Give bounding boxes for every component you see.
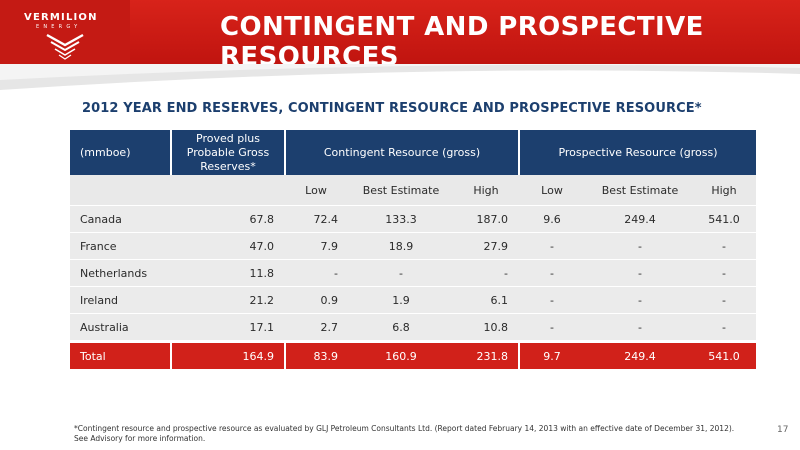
contingent-best-cell: - bbox=[399, 266, 403, 280]
contingent-best-cell: 1.9 bbox=[392, 293, 410, 307]
country-cell: Netherlands bbox=[80, 266, 148, 280]
total-reserves-cell: 164.9 bbox=[242, 349, 275, 363]
contingent-low-cell: 2.7 bbox=[320, 320, 339, 334]
contingent-high-cell: - bbox=[504, 266, 508, 280]
prospective-best-cell: 249.4 bbox=[624, 212, 656, 226]
contingent-header: Contingent Resource (gross) bbox=[323, 145, 481, 159]
table-row: Ireland 21.2 0.9 1.9 6.1 - - - bbox=[70, 286, 756, 313]
total-prospective-high-cell: 541.0 bbox=[708, 349, 740, 363]
prospective-header: Prospective Resource (gross) bbox=[558, 145, 718, 159]
subheader-cell: High bbox=[473, 183, 499, 197]
table-row: France 47.0 7.9 18.9 27.9 - - - bbox=[70, 232, 756, 259]
footnote-line: See Advisory for more information. bbox=[74, 434, 206, 443]
chevron-logo-icon bbox=[46, 33, 84, 60]
country-cell: France bbox=[80, 239, 117, 253]
contingent-best-cell: 6.8 bbox=[392, 320, 410, 334]
prospective-high-cell: 541.0 bbox=[708, 212, 740, 226]
table-row: Canada 67.8 72.4 133.3 187.0 9.6 249.4 5… bbox=[70, 205, 756, 232]
contingent-high-cell: 27.9 bbox=[483, 239, 509, 253]
subheader-cell: Best Estimate bbox=[362, 183, 440, 197]
prospective-high-cell: - bbox=[722, 320, 726, 334]
total-contingent-low-cell: 83.9 bbox=[313, 349, 339, 363]
reserves-cell: 47.0 bbox=[249, 239, 275, 253]
prospective-high-cell: - bbox=[722, 239, 726, 253]
page-title: CONTINGENT AND PROSPECTIVE RESOURCES bbox=[220, 12, 704, 72]
table-row: Netherlands 11.8 - - - - - - bbox=[70, 259, 756, 286]
contingent-high-cell: 6.1 bbox=[490, 293, 509, 307]
total-contingent-best-cell: 160.9 bbox=[385, 349, 417, 363]
prospective-low-cell: 9.6 bbox=[543, 212, 561, 226]
total-row: Total 164.9 83.9 160.9 231.8 9.7 249.4 5… bbox=[70, 343, 756, 369]
reserves-header: Proved plus Probable Gross Reserves* bbox=[186, 131, 270, 173]
prospective-high-cell: - bbox=[722, 266, 726, 280]
reserves-cell: 21.2 bbox=[249, 293, 275, 307]
prospective-low-cell: - bbox=[550, 320, 554, 334]
reserves-cell: 67.8 bbox=[249, 212, 275, 226]
footnote: *Contingent resource and prospective res… bbox=[74, 424, 754, 444]
subheader-cell: Low bbox=[305, 183, 327, 197]
title-bar: VERMILION ENERGY CONTINGENT AND PROSPECT… bbox=[0, 0, 800, 72]
reserves-cell: 11.8 bbox=[249, 266, 275, 280]
total-contingent-high-cell: 231.8 bbox=[476, 349, 509, 363]
contingent-high-cell: 10.8 bbox=[483, 320, 509, 334]
contingent-high-cell: 187.0 bbox=[476, 212, 509, 226]
prospective-low-cell: - bbox=[550, 239, 554, 253]
contingent-low-cell: 72.4 bbox=[313, 212, 339, 226]
prospective-low-cell: - bbox=[550, 266, 554, 280]
unit-header: (mmboe) bbox=[80, 145, 131, 159]
prospective-low-cell: - bbox=[550, 293, 554, 307]
subheader-cell: High bbox=[711, 183, 737, 197]
reserves-cell: 17.1 bbox=[249, 320, 275, 334]
subheader-cell: Low bbox=[541, 183, 563, 197]
subheader-cell: Best Estimate bbox=[601, 183, 679, 197]
company-logo: VERMILION ENERGY bbox=[0, 0, 130, 64]
table-row: Australia 17.1 2.7 6.8 10.8 - - - bbox=[70, 313, 756, 340]
contingent-low-cell: 7.9 bbox=[320, 239, 339, 253]
page-number: 17 bbox=[777, 425, 789, 435]
prospective-best-cell: - bbox=[638, 239, 642, 253]
country-cell: Ireland bbox=[80, 293, 119, 307]
contingent-low-cell: 0.9 bbox=[320, 293, 339, 307]
logo-subtext: ENERGY bbox=[36, 24, 82, 30]
total-prospective-low-cell: 9.7 bbox=[543, 349, 561, 363]
table-subtitle: 2012 YEAR END RESERVES, CONTINGENT RESOU… bbox=[82, 101, 702, 116]
prospective-high-cell: - bbox=[722, 293, 726, 307]
contingent-best-cell: 133.3 bbox=[385, 212, 417, 226]
total-label: Total bbox=[80, 349, 106, 363]
total-prospective-best-cell: 249.4 bbox=[624, 349, 656, 363]
prospective-best-cell: - bbox=[638, 320, 642, 334]
prospective-best-cell: - bbox=[638, 266, 642, 280]
table-subheader-row: Low Best Estimate High Low Best Estimate… bbox=[70, 175, 756, 205]
country-cell: Australia bbox=[80, 320, 129, 334]
contingent-low-cell: - bbox=[334, 266, 338, 280]
resources-table: (mmboe) Proved plus Probable Gross Reser… bbox=[70, 130, 756, 369]
country-cell: Canada bbox=[80, 212, 122, 226]
contingent-best-cell: 18.9 bbox=[388, 239, 414, 253]
table-header-row: (mmboe) Proved plus Probable Gross Reser… bbox=[70, 130, 756, 175]
prospective-best-cell: - bbox=[638, 293, 642, 307]
logo-wordmark: VERMILION bbox=[24, 12, 98, 23]
footnote-line: *Contingent resource and prospective res… bbox=[74, 424, 735, 433]
decorative-swoosh bbox=[0, 64, 800, 90]
